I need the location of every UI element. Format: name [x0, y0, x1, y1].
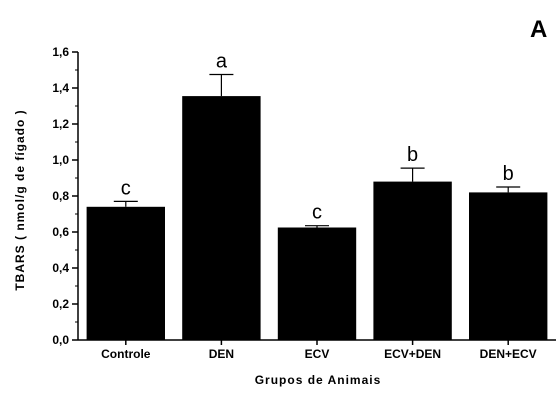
y-tick-label: 1,2 — [52, 117, 69, 131]
significance-label: b — [407, 144, 418, 166]
panel-label: A — [530, 16, 547, 43]
chart-marks: c a c b b — [86, 51, 548, 340]
significance-label: c — [312, 202, 322, 224]
y-tick-label: 0,0 — [52, 333, 69, 347]
y-tick-label: 0,8 — [52, 189, 69, 203]
y-tick-label: 1,6 — [52, 45, 69, 59]
y-tick-label: 1,0 — [52, 153, 69, 167]
x-axis-tick-labels: Controle DEN ECV ECV+DEN DEN+ECV — [101, 340, 537, 361]
y-axis-ticks: 0,0 0,2 0,4 0,6 0,8 1,0 1,2 1,4 1,6 — [52, 45, 78, 347]
significance-label: a — [216, 51, 228, 73]
bar-den — [182, 96, 261, 340]
x-axis-title: Grupos de Animais — [255, 373, 382, 387]
y-tick-label: 0,4 — [52, 261, 69, 275]
x-tick-label: ECV — [305, 347, 330, 361]
y-tick-label: 0,6 — [52, 225, 69, 239]
x-tick-label: ECV+DEN — [384, 347, 441, 361]
x-tick-label: Controle — [101, 347, 151, 361]
x-tick-label: DEN — [209, 347, 234, 361]
y-axis-title: TBARS ( nmol/g de fígado ) — [13, 109, 27, 290]
bar-ecv-den — [373, 181, 452, 340]
x-tick-label: DEN+ECV — [480, 347, 537, 361]
bar-controle — [86, 206, 165, 340]
y-tick-label: 0,2 — [52, 297, 69, 311]
y-tick-label: 1,4 — [52, 81, 69, 95]
significance-label: c — [121, 177, 131, 199]
bar-den-ecv — [469, 192, 548, 340]
bar-ecv — [277, 227, 357, 340]
significance-label: b — [503, 163, 514, 185]
